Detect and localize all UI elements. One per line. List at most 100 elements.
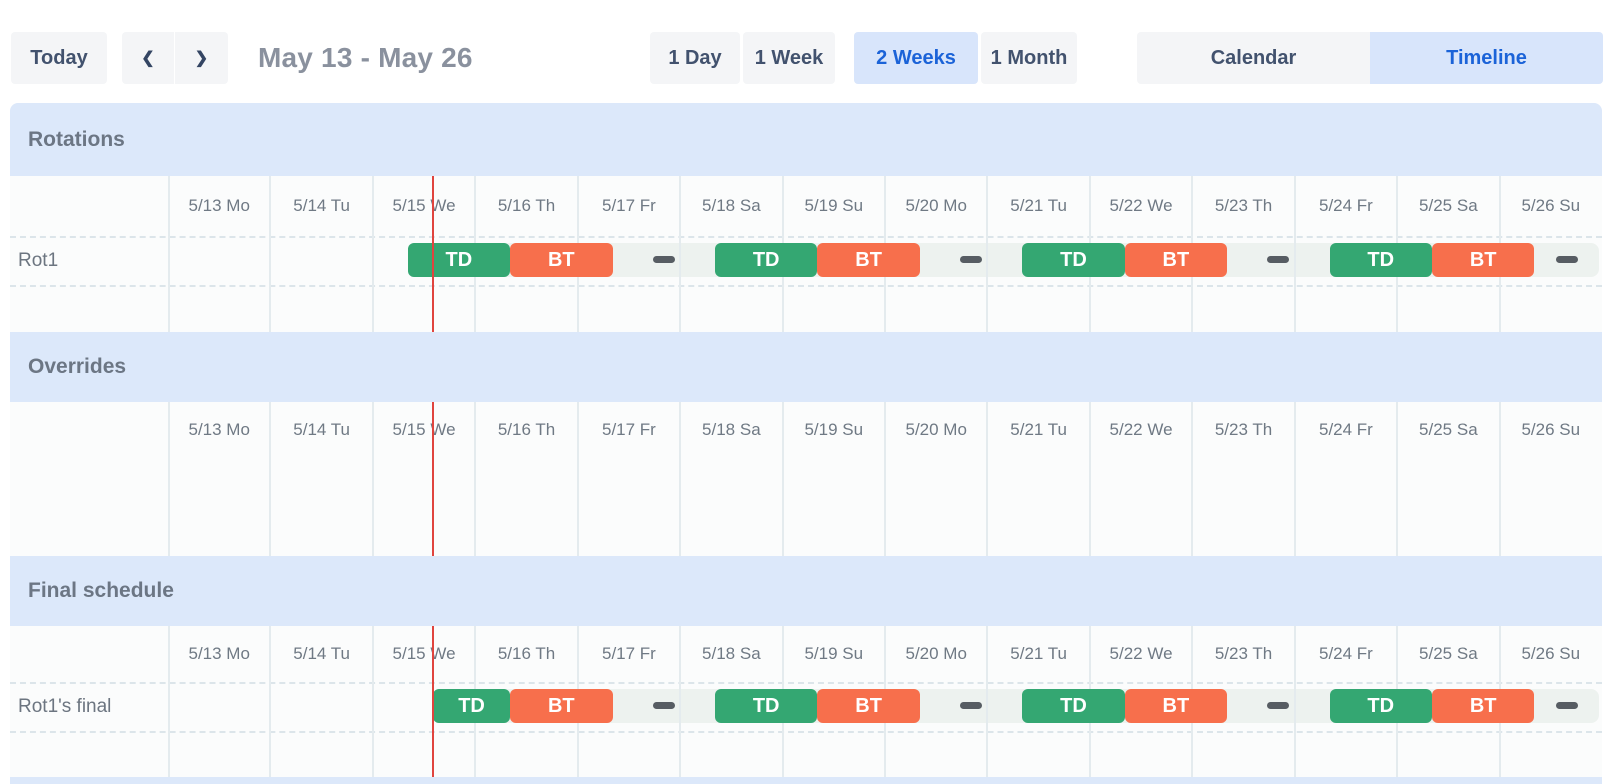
date-header-cell: 5/23 Th [1214,644,1273,663]
grid-line [679,626,682,784]
date-header-cell: 5/26 Su [1521,644,1581,663]
prev-button[interactable]: ❮ [122,32,174,84]
date-header-cell: 5/22 We [1109,420,1173,439]
date-header-cell: 5/14 Tu [293,644,350,663]
grid-line [986,402,989,556]
gap-indicator [960,702,983,709]
view-1-week-button[interactable]: 1 Week [743,32,835,84]
grid-line [1396,402,1399,556]
toolbar: Today ❮ ❯ May 13 - May 26 1 Day 1 Week 2… [0,0,1616,103]
grid-line [269,176,272,332]
section-header-overrides: Overrides [10,332,1602,402]
shift-bar-td[interactable]: TD [1329,689,1432,723]
grid-line [1293,176,1296,332]
mode-timeline-button[interactable]: Timeline [1370,32,1603,84]
next-button[interactable]: ❯ [175,32,228,84]
shift-bar-td[interactable]: TD [432,689,511,723]
section-header-rotations: Rotations [10,103,1602,176]
shift-bar-td[interactable]: TD [407,243,511,277]
grid-line [371,176,374,332]
shift-bar-bt[interactable]: BT [510,243,613,277]
date-header-cell: 5/22 We [1109,644,1173,663]
gap-indicator [960,256,983,263]
current-time-indicator [431,402,434,556]
date-header-cell: 5/25 Sa [1419,420,1478,439]
grid-line [781,402,784,556]
grid-line [269,402,272,556]
date-header-cell: 5/21 Tu [1010,644,1067,663]
date-header-cell: 5/24 Fr [1318,420,1373,439]
grid-line [986,626,989,784]
gap-indicator [1556,702,1579,709]
section-overrides: Overrides 5/13 Mo 5/14 Tu 5/15 We 5/16 Th 5/1… [10,332,1602,556]
shift-bar-bt[interactable]: BT [1431,243,1535,277]
section-header-final: Final schedule [10,556,1602,626]
grid-line [1191,402,1194,556]
grid-line [576,402,579,556]
shift-bar-bt[interactable]: BT [1431,689,1535,723]
shift-bar-bt[interactable]: BT [817,689,920,723]
gap-indicator [1267,256,1290,263]
date-header-cell: 5/18 Sa [702,420,761,439]
grid-line [371,402,374,556]
gap-indicator [652,256,675,263]
current-time-indicator [431,176,434,332]
date-header-cell: 5/19 Su [804,644,864,663]
shift-bar-td[interactable]: TD [1022,243,1125,277]
row-label: Rot1's final [18,695,112,717]
grid-line [474,402,477,556]
date-header-cell: 5/21 Tu [1010,196,1067,215]
shift-bar-bt[interactable]: BT [1124,689,1228,723]
date-header-cell: 5/22 We [1109,196,1173,215]
date-header-cell: 5/17 Fr [601,420,656,439]
date-header-cell: 5/17 Fr [601,644,656,663]
grid-line [1293,402,1296,556]
grid-line [679,402,682,556]
shift-bar-bt[interactable]: BT [817,243,920,277]
today-button[interactable]: Today [11,32,107,84]
date-header-cell: 5/25 Sa [1419,644,1478,663]
date-header-cell: 5/16 Th [497,420,556,439]
row-divider-dashed [10,236,1602,238]
date-header-cell: 5/15 We [392,644,456,663]
date-header-cell: 5/26 Su [1521,196,1581,215]
date-header-cell: 5/23 Th [1214,420,1273,439]
schedule-timeline-panel: Rotations 5/13 Mo 5/14 Tu 5/15 We 5/16 Th 5/1… [10,103,1602,784]
date-header-cell: 5/16 Th [497,644,556,663]
gap-indicator [1267,702,1290,709]
shift-bar-td[interactable]: TD [1022,689,1125,723]
date-header-cell: 5/17 Fr [601,196,656,215]
section-final: Final schedule 5/13 Mo 5/14 Tu 5/15 We 5/16 … [10,556,1602,784]
date-header-cell: 5/24 Fr [1318,196,1373,215]
date-range-title: May 13 - May 26 [258,42,473,73]
shift-bar-td[interactable]: TD [714,243,818,277]
view-1-month-button[interactable]: 1 Month [981,32,1077,84]
view-2-weeks-button[interactable]: 2 Weeks [854,32,978,84]
mode-calendar-button[interactable]: Calendar [1137,32,1370,84]
section-rotations: Rotations 5/13 Mo 5/14 Tu 5/15 We 5/16 Th 5/1… [10,103,1602,332]
shift-bar-td[interactable]: TD [1329,243,1432,277]
date-header-cell: 5/20 Mo [905,644,967,663]
date-header-cell: 5/14 Tu [293,420,350,439]
date-header-cell: 5/13 Mo [188,420,250,439]
grid-line [884,402,886,556]
date-header-cell: 5/23 Th [1214,196,1273,215]
grid-line [168,402,170,556]
date-header-cell: 5/21 Tu [1010,420,1067,439]
date-header-cell: 5/16 Th [497,196,556,215]
date-header-cell: 5/24 Fr [1318,644,1373,663]
shift-bar-bt[interactable]: BT [510,689,613,723]
shift-bar-td[interactable]: TD [714,689,818,723]
date-header-cell: 5/13 Mo [188,196,250,215]
grid-line [371,626,374,784]
date-header-cell: 5/15 We [392,196,456,215]
date-header-cell: 5/20 Mo [905,420,967,439]
gap-indicator [1556,256,1579,263]
view-1-day-button[interactable]: 1 Day [650,32,740,84]
grid-line [679,176,682,332]
grid-line [1498,402,1501,556]
shift-bar-bt[interactable]: BT [1124,243,1228,277]
grid-line [1293,626,1296,784]
grid-line [1088,402,1091,556]
row-divider-dashed [10,682,1602,684]
